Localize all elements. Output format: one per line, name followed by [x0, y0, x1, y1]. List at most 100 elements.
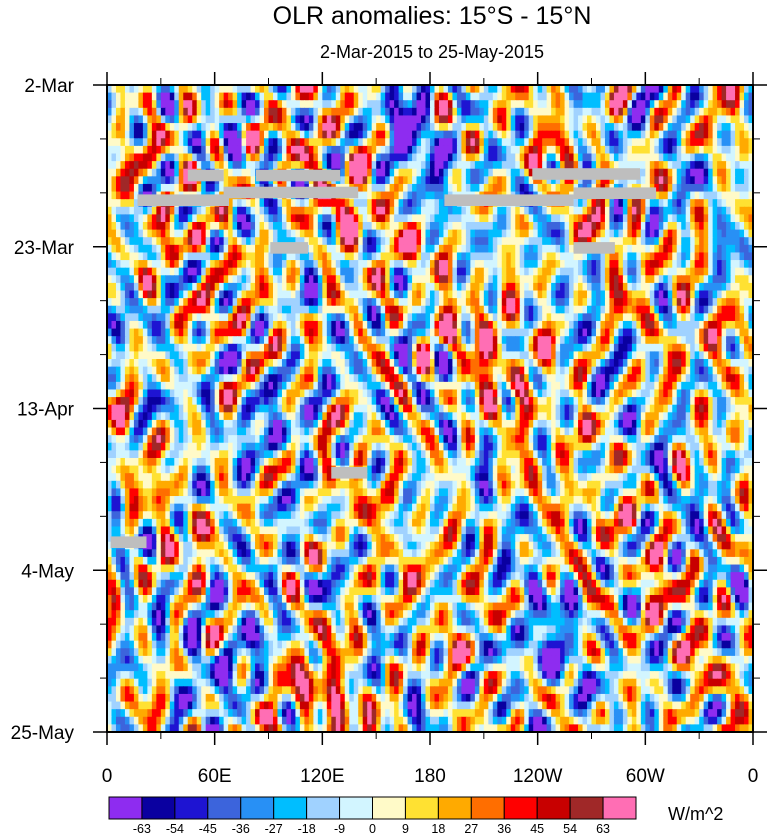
field-cell [744, 123, 750, 132]
field-cell [744, 199, 750, 208]
field-cell [232, 229, 238, 238]
field-cell [147, 305, 153, 314]
field-cell [434, 130, 440, 139]
field-cell [147, 85, 153, 94]
field-cell [443, 282, 449, 292]
field-cell [730, 107, 736, 117]
field-cell [313, 214, 319, 223]
field-cell [443, 168, 449, 177]
field-cell [237, 214, 243, 223]
field-cell [560, 244, 566, 254]
field-cell [169, 298, 175, 307]
field-cell [461, 130, 467, 139]
field-cell [717, 115, 723, 124]
field-cell [210, 183, 216, 193]
field-cell [694, 328, 700, 337]
field-cell [555, 206, 561, 215]
field-cell [349, 320, 355, 330]
field-cell [546, 290, 552, 299]
field-cell [192, 267, 198, 276]
field-cell [214, 107, 220, 117]
field-cell [649, 282, 655, 292]
field-cell [744, 176, 750, 185]
field-cell [735, 214, 741, 223]
field-cell [456, 252, 463, 261]
field-cell [658, 320, 664, 330]
field-cell [631, 237, 637, 246]
field-cell [147, 100, 153, 109]
field-cell [676, 176, 682, 185]
field-cell [299, 343, 305, 353]
field-cell [133, 237, 140, 246]
field-cell [645, 123, 651, 132]
field-cell [340, 237, 346, 246]
field-cell [479, 145, 485, 155]
field-cell [403, 214, 409, 223]
field-cell [115, 183, 122, 193]
field-cell [210, 92, 216, 101]
field-cell [470, 206, 476, 215]
field-cell [708, 305, 714, 314]
field-cell [115, 145, 122, 155]
field-cell [371, 168, 377, 177]
field-cell [344, 92, 350, 101]
field-cell [349, 107, 355, 117]
field-cell [456, 260, 463, 269]
field-cell [425, 123, 431, 132]
field-cell [600, 206, 606, 215]
field-cell [407, 298, 413, 307]
field-cell [430, 100, 436, 109]
field-cell [488, 244, 494, 254]
field-cell [551, 92, 557, 101]
field-cell [394, 305, 400, 314]
field-cell [380, 214, 386, 223]
field-cell [537, 290, 543, 299]
field-cell [281, 275, 288, 284]
field-cell [438, 130, 445, 139]
field-cell [246, 145, 252, 155]
field-cell [735, 275, 741, 284]
field-cell [331, 275, 337, 284]
field-cell [412, 107, 418, 117]
field-cell [479, 260, 485, 269]
field-cell [308, 320, 314, 330]
field-cell [129, 130, 135, 139]
field-cell [542, 275, 548, 284]
field-cell [362, 290, 368, 299]
field-cell [295, 115, 301, 124]
field-cell [313, 229, 319, 238]
field-cell [340, 138, 346, 147]
field-cell [528, 343, 534, 353]
field-cell [515, 168, 521, 177]
field-cell [290, 275, 297, 284]
field-cell [461, 252, 467, 261]
field-cell [708, 290, 714, 299]
field-cell [470, 320, 476, 330]
field-cell [685, 229, 691, 238]
field-cell [281, 145, 288, 155]
field-cell [474, 336, 480, 345]
field-cell [555, 183, 561, 193]
field-cell [228, 214, 234, 223]
field-cell [398, 229, 404, 238]
field-cell [362, 305, 368, 314]
field-cell [461, 168, 467, 177]
field-cell [353, 100, 359, 109]
field-cell [174, 252, 180, 261]
field-cell [443, 328, 449, 337]
field-cell [272, 161, 279, 170]
chart-subtitle: 2-Mar-2015 to 25-May-2015 [320, 42, 544, 62]
field-cell [214, 214, 220, 223]
field-cell [250, 298, 256, 307]
field-cell [510, 107, 516, 117]
field-cell [443, 145, 449, 155]
field-cell [690, 222, 696, 231]
field-cell [694, 100, 700, 109]
field-cell [246, 290, 252, 299]
field-cell [627, 252, 633, 261]
field-cell [124, 237, 131, 246]
field-cell [124, 145, 131, 155]
field-cell [232, 107, 238, 117]
field-cell [255, 145, 261, 155]
field-cell [434, 290, 440, 299]
